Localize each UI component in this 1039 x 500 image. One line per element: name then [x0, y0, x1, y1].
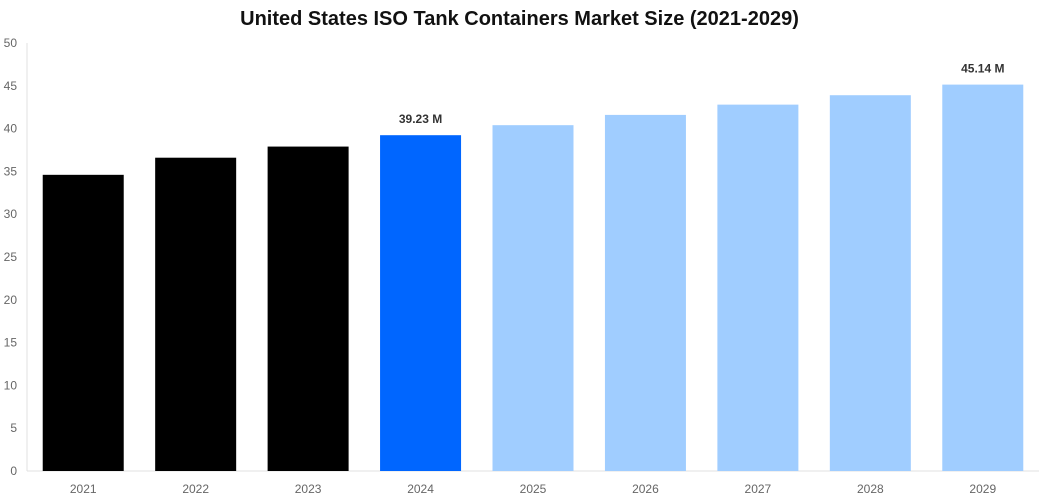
- data-label: 39.23 M: [399, 112, 442, 126]
- x-tick-label: 2021: [70, 482, 97, 496]
- y-tick-label: 40: [4, 122, 18, 136]
- bar-2026: [604, 114, 686, 472]
- y-tick-label: 50: [4, 36, 18, 50]
- bar-2021: [42, 174, 124, 471]
- chart-title: United States ISO Tank Containers Market…: [240, 8, 799, 30]
- x-tick-label: 2027: [745, 482, 772, 496]
- y-tick-label: 25: [4, 250, 18, 264]
- y-tick-label: 10: [4, 378, 18, 392]
- bar-2027: [717, 104, 799, 471]
- bar-2029: [942, 84, 1024, 472]
- y-tick-label: 30: [4, 207, 18, 221]
- x-tick-label: 2029: [969, 482, 996, 496]
- bar-2028: [829, 95, 911, 471]
- x-tick-label: 2025: [520, 482, 547, 496]
- bar-2022: [155, 157, 237, 472]
- bar-2025: [492, 125, 574, 472]
- x-tick-label: 2023: [295, 482, 322, 496]
- y-tick-label: 35: [4, 164, 18, 178]
- bar-2023: [267, 146, 349, 472]
- bar-2024: [380, 135, 462, 471]
- y-tick-label: 20: [4, 293, 18, 307]
- x-tick-label: 2028: [857, 482, 884, 496]
- y-tick-label: 15: [4, 336, 18, 350]
- x-tick-label: 2026: [632, 482, 659, 496]
- y-tick-label: 5: [10, 421, 17, 435]
- x-tick-label: 2024: [407, 482, 434, 496]
- y-tick-label: 45: [4, 79, 18, 93]
- x-tick-label: 2022: [182, 482, 209, 496]
- data-label: 45.14 M: [961, 62, 1004, 76]
- y-tick-label: 0: [10, 464, 17, 478]
